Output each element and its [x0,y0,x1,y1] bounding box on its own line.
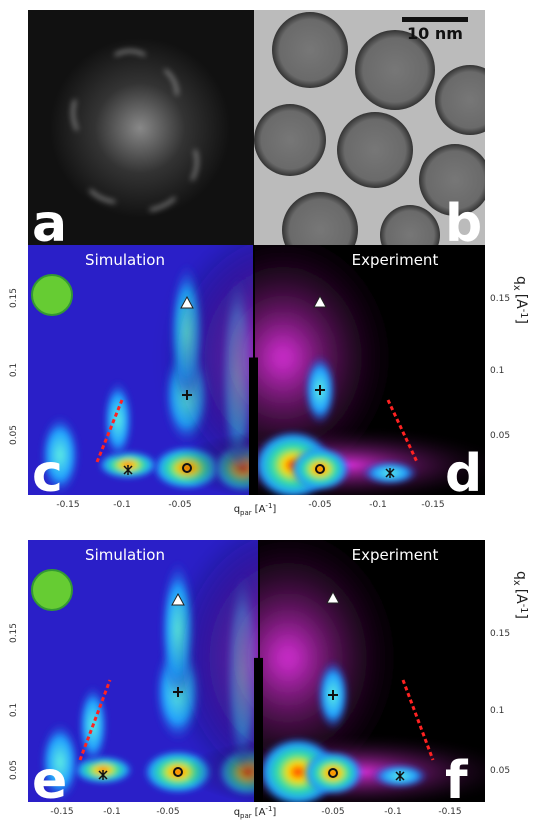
scale-bar-label: 10 nm [407,24,463,43]
axis-title-part: -1 [518,309,529,319]
x-tick-label: -0.05 [321,807,344,817]
x-tick-label: -0.15 [50,807,73,817]
axis-title-part: q [513,276,529,285]
axis-title-part: [A [255,504,266,515]
divider [253,245,255,495]
axis-title-part: [A [513,294,529,309]
panel-title: Simulation [85,546,165,564]
x-tick-label: -0.1 [113,500,131,510]
panel-title: Experiment [352,251,439,269]
y-tick-label: 0.05 [9,760,19,780]
x-tick-label: -0.1 [103,807,121,817]
intensity-blob [103,380,133,460]
x-tick-label: -0.05 [308,500,331,510]
crystal-icon [32,275,72,315]
axis-title-part: [A [255,807,266,818]
y-tick-label: 0.15 [490,294,510,304]
axis-title-part: -1 [265,805,272,813]
axis-title-part: ] [272,807,276,818]
axis-title-part: ] [272,504,276,515]
panel-label: d [445,444,482,504]
axis-title-part: [A [513,589,529,604]
panel-label: c [32,444,63,504]
axis-title-part: -1 [518,604,529,614]
figure: 10 nm a b SimulationExperimentcd-0.15-0.… [0,0,541,824]
axis-title: qpar[A-1] [234,805,277,820]
x-tick-label: -0.05 [156,807,179,817]
y-tick-label: 0.1 [9,363,19,377]
x-tick-label: -0.15 [421,500,444,510]
y-tick-label: 0.1 [490,706,504,716]
axis-title: qx [A-1] [511,276,529,324]
axis-title-part: par [240,812,252,820]
axis-title-part: q [513,571,529,580]
axis-title-part: ] [513,319,529,324]
crystal-icon [32,570,72,610]
y-tick-label: 0.15 [9,288,19,308]
panel-label: e [32,751,67,811]
divider [258,540,260,802]
x-tick-label: -0.1 [384,807,402,817]
y-tick-label: 0.1 [490,366,504,376]
y-tick-label: 0.15 [9,623,19,643]
axis-title: qpar[A-1] [234,502,277,517]
panel-title: Experiment [352,546,439,564]
axis-title: qx [A-1] [511,571,529,619]
panel-label: f [445,751,469,811]
y-tick-label: 0.05 [9,425,19,445]
axis-title-part: x [511,285,522,291]
axis-title-part: x [511,580,522,586]
panel-title: Simulation [85,251,165,269]
y-tick-label: 0.05 [490,431,510,441]
x-tick-label: -0.05 [168,500,191,510]
axis-title-part: par [240,509,252,517]
axis-title-part: ] [513,614,529,619]
y-tick-label: 0.15 [490,629,510,639]
y-tick-label: 0.05 [490,766,510,776]
intensity-blob [290,447,350,491]
y-tick-label: 0.1 [9,703,19,717]
axis-title-part: -1 [265,502,272,510]
intensity-blob [303,751,363,795]
x-tick-label: -0.1 [369,500,387,510]
x-tick-label: -0.15 [56,500,79,510]
x-tick-label: -0.15 [438,807,461,817]
